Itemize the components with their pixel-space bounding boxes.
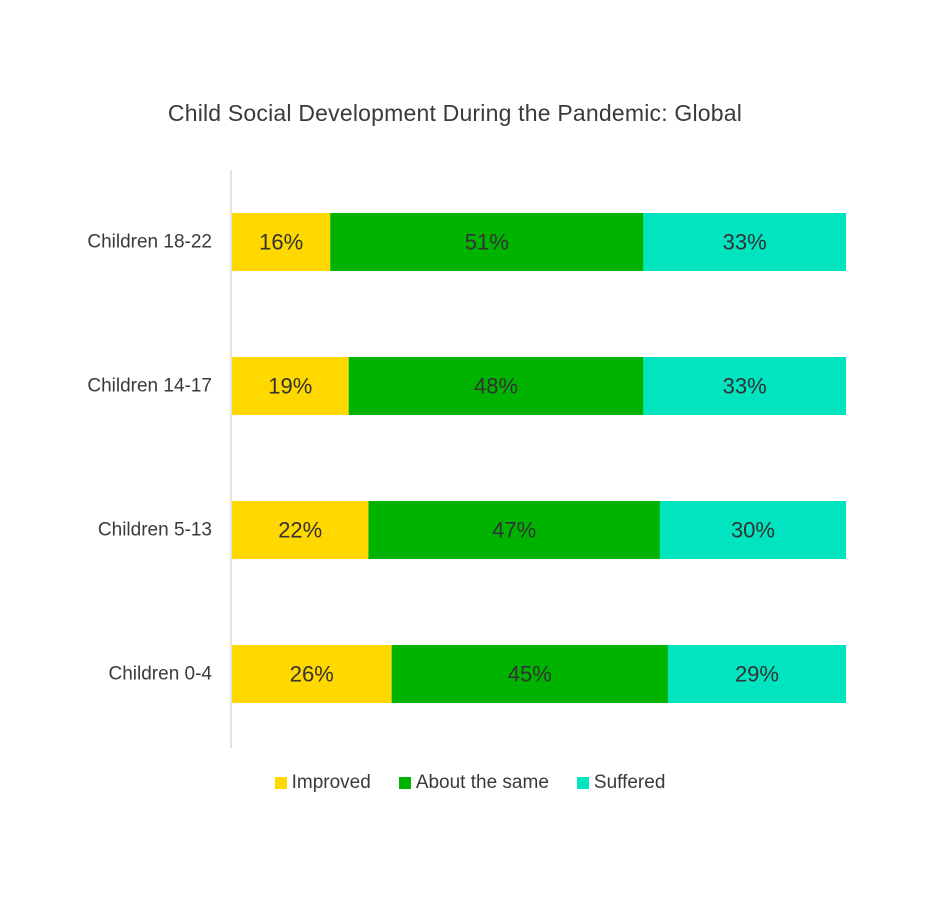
data-label-improved-children-18-22: 16% [259,230,303,255]
legend-item-improved: Improved [274,772,371,794]
bar-suffered-children-5-13 [659,501,846,559]
data-label-suffered-children-5-13: 30% [731,518,775,543]
bar-improved-children-18-22 [232,213,331,271]
data-label-suffered-children-14-17: 33% [723,374,767,399]
bar-suffered-children-14-17 [643,357,846,415]
legend-label-about-the-same: About the same [415,772,549,793]
bar-improved-children-0-4 [232,645,392,703]
category-label-children-5-13: Children 5-13 [98,520,212,541]
data-label-about-the-same-children-0-4: 45% [508,662,552,687]
data-label-about-the-same-children-5-13: 47% [492,518,536,543]
legend: Improved About the same Suffered [0,772,940,794]
legend-label-improved: Improved [291,772,371,793]
data-label-about-the-same-children-18-22: 51% [465,230,509,255]
bar-suffered-children-0-4 [667,645,846,703]
legend-item-suffered: Suffered [576,772,666,794]
bar-improved-children-14-17 [232,357,349,415]
bars-group: 16% 51% 33% 19% 48% 33% 22% 47% 30% 26% 45% 29% [232,213,846,703]
data-label-improved-children-14-17: 19% [268,374,312,399]
data-label-improved-children-0-4: 26% [290,662,334,687]
bar-suffered-children-18-22 [643,213,846,271]
data-label-improved-children-5-13: 22% [278,518,322,543]
bar-improved-children-5-13 [232,501,369,559]
bar-about-the-same-children-0-4 [391,645,668,703]
category-label-children-14-17: Children 14-17 [87,376,212,397]
legend-swatch-improved [274,777,287,789]
legend-swatch-suffered [576,777,589,789]
legend-item-about-the-same: About the same [398,772,549,794]
data-label-suffered-children-0-4: 29% [735,662,779,687]
data-label-suffered-children-18-22: 33% [723,230,767,255]
bar-about-the-same-children-18-22 [330,213,644,271]
bar-about-the-same-children-5-13 [368,501,660,559]
bar-about-the-same-children-14-17 [348,357,644,415]
category-label-children-18-22: Children 18-22 [87,232,212,253]
data-label-about-the-same-children-14-17: 48% [474,374,518,399]
legend-label-suffered: Suffered [593,772,666,793]
category-label-children-0-4: Children 0-4 [109,664,213,685]
chart-title: Child Social Development During the Pand… [167,100,743,126]
category-labels: Children 18-22 Children 14-17 Children 5-1… [87,232,212,685]
legend-swatch-about-the-same [398,777,411,789]
